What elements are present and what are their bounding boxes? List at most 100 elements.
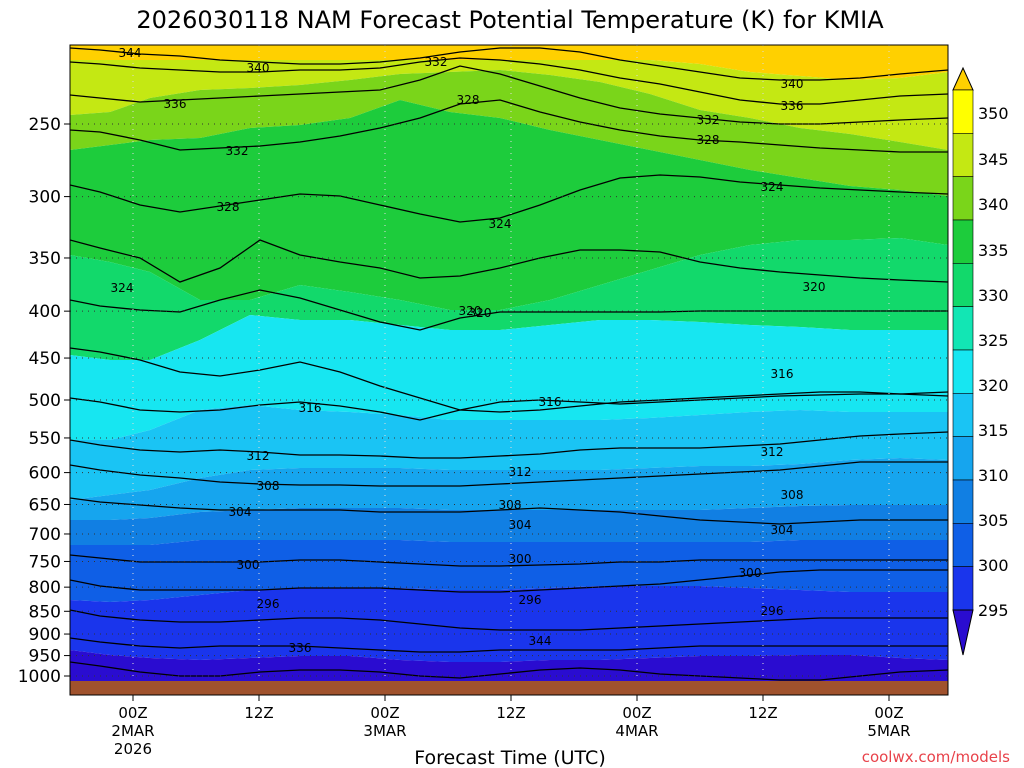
colorbar: 350 345 340 335 330 325 320 315 310 305 300 295 [952,66,1009,656]
colorbar-segment [952,479,974,524]
colorbar-label: 325 [978,331,1009,350]
contour-line [70,174,948,223]
chart-title: 2026030118 NAM Forecast Potential Temper… [136,6,884,34]
contour-line [70,239,948,283]
color-band [70,315,948,440]
contour-line [70,661,948,681]
x-tick-label: 3MAR [363,722,406,740]
colorbar-label: 350 [978,104,1009,123]
colorbar-label: 315 [978,421,1009,440]
colorbar-label: 305 [978,511,1009,530]
plot-area [70,45,948,695]
x-axis-label: Forecast Time (UTC) [414,747,605,768]
contour-line [70,554,948,567]
contour-label: 316 [299,401,322,415]
x-tick-label: 00Z [622,704,651,722]
contour-label: 304 [771,523,794,537]
contour-label: 304 [509,518,532,532]
y-tick-label: 850 [29,602,61,622]
y-tick-label: 550 [29,429,61,449]
contour-line [70,289,948,331]
color-band [70,70,948,196]
x-tick-label: 4MAR [615,722,658,740]
colorbar-label: 335 [978,241,1009,260]
colorbar-label: 295 [978,601,1009,620]
x-tick-label: 2026 [114,740,152,758]
contour-label: 300 [237,558,260,572]
colorbar-segment [952,263,974,307]
y-axis: 250 300 350 400 450 500 550 600 650 700 750 800 850 9… [18,115,70,687]
contour-label: 336 [164,97,187,111]
contour-lines [70,47,948,681]
contour-label: 308 [257,479,280,493]
contour-label: 336 [781,99,804,113]
colorbar-segment [952,219,974,264]
y-tick-label: 950 [29,647,61,667]
colorbar-segment [952,436,974,481]
x-tick-label: 00Z [118,704,147,722]
contour-label: 336 [289,641,312,655]
x-tick-label: 12Z [496,704,525,722]
ground-surface [70,681,948,695]
contour-line [70,99,948,153]
contour-label: 308 [781,488,804,502]
contour-label: 324 [489,217,512,231]
y-tick-label: 700 [29,525,61,545]
contour-label: 324 [111,281,134,295]
contour-label: 320 [803,280,826,294]
contour-line [70,609,948,631]
colorbar-segment [952,306,974,351]
colorbar-label: 330 [978,286,1009,305]
plot-frame [69,44,949,696]
contour-labels: 344 340 336 332 328 324 320 316 312 308 304 300 296 3… [111,46,826,655]
contour-label: 312 [761,445,784,459]
contour-label: 340 [781,77,804,91]
y-tick-label: 350 [29,249,61,269]
contour-label: 344 [529,634,552,648]
contour-line [70,57,948,105]
contour-label: 312 [509,465,532,479]
contour-label: 328 [217,200,240,214]
contour-line [70,347,948,413]
contour-label: 316 [539,395,562,409]
grid-lines [70,45,948,695]
color-band [70,238,948,360]
color-band [70,458,948,520]
color-band [70,505,948,545]
colorbar-segment [952,133,974,177]
color-band [70,100,948,310]
contour-line [70,461,948,487]
y-tick-label: 400 [29,302,61,322]
x-tick-label: 00Z [370,704,399,722]
colorbar-label: 320 [978,376,1009,395]
contour-label: 304 [229,505,252,519]
colorbar-segment [952,176,974,221]
contour-line [70,391,948,421]
contour-label: 332 [697,113,720,127]
colorbar-segment [952,523,974,567]
contour-label: 296 [761,604,784,618]
contour-label: 332 [226,144,249,158]
contour-label: 328 [457,93,480,107]
contour-label: 300 [509,552,532,566]
x-tick-label: 2MAR [111,722,154,740]
y-tick-label: 300 [29,188,61,208]
x-tick-label: 12Z [748,704,777,722]
contour-label: 324 [761,180,784,194]
y-tick-label: 650 [29,495,61,515]
contour-label: 328 [697,133,720,147]
y-tick-label: 250 [29,115,61,135]
y-tick-label: 800 [29,578,61,598]
contour-line [70,637,948,653]
colorbar-arrow-bottom [952,609,974,656]
color-band [70,405,948,500]
y-tick-label: 750 [29,552,61,572]
x-tick-label: 12Z [244,704,273,722]
contour-line [70,431,948,459]
y-tick-label: 900 [29,625,61,645]
colorbar-label: 300 [978,556,1009,575]
contour-label: 332 [425,55,448,69]
contour-line [70,497,948,525]
